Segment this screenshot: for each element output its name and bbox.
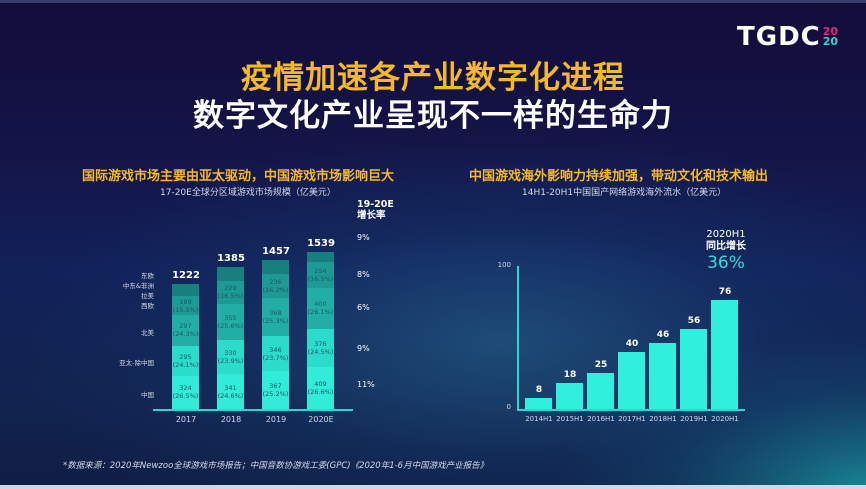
region-label: 东欧 [141, 272, 154, 280]
logo-year-top: 20 [822, 25, 839, 38]
stacked-bar-2018: 229 (16.5%) 355 (25.6%) 330 (23.9%) 341 (24.6%) [217, 267, 244, 409]
x-axis-label: 2017H1 [618, 415, 646, 423]
bar-value-label: 18 [563, 370, 577, 381]
bar-segment: 400 (26.1%) [307, 287, 334, 329]
region-label: 拉美 [141, 292, 154, 300]
region-label: 北美 [141, 329, 154, 337]
right-section-title: 中国游戏海外影响力持续加强，带动文化和技术输出 [469, 169, 769, 184]
bar-value-label: 40 [625, 338, 639, 349]
bar-total-label: 1457 [262, 245, 290, 257]
y-axis-tick: 100 [497, 261, 511, 269]
region-label: 亚太-除中国 [119, 359, 154, 367]
x-axis-label: 2018 [220, 415, 242, 424]
bar-value-label: 25 [594, 360, 608, 371]
bar-segment: 254 (16.5%) [307, 261, 334, 288]
stacked-bar-2020E: 254 (16.5%) 400 (26.1%) 376 (24.5%) 409 (26.6%) [307, 251, 334, 409]
bar-segment: 189 (15.5%) [172, 295, 199, 316]
bar-value-label: 76 [718, 287, 732, 298]
region-label: 中东&非洲 [122, 282, 154, 290]
bar-2014H1 [525, 397, 552, 409]
growth-header-line2: 增长率 [357, 210, 386, 221]
y-axis-tick: 0 [506, 403, 511, 411]
data-source-note: *数据来源：2020年Newzoo全球游戏市场报告；中国音数协游戏工委(GPC)… [63, 461, 489, 471]
logo-year: 20 20 [822, 25, 839, 48]
growth-rate-value: 6% [357, 303, 370, 312]
bar-segment: 297 (24.3%) [172, 315, 199, 346]
bar-total-label: 1539 [307, 237, 335, 249]
left-chart-subtitle: 17-20E全球分区域游戏市场规模（亿美元） [160, 188, 336, 198]
stacked-bar-2019: 236 (16.2%) 368 (25.3%) 346 (23.7%) 367 (25.2%) [262, 259, 289, 409]
x-axis-label: 2018H1 [649, 415, 677, 423]
growth-rate-value: 9% [357, 233, 370, 242]
bar-value-label: 8 [535, 384, 543, 395]
tgdc-logo: TGDC 20 20 [737, 22, 838, 52]
x-axis-label: 2019H1 [680, 415, 708, 423]
growth-rate-value: 9% [357, 344, 370, 353]
right-chart-subtitle: 14H1-20H1中国国产网络游戏海外流水（亿美元） [522, 188, 727, 198]
bar-segment: 295 (24.1%) [172, 345, 199, 376]
left-chart-x-axis [153, 409, 353, 411]
page-title: 疫情加速各产业数字化进程 [241, 60, 625, 96]
annotation-period: 2020H1 [706, 229, 746, 240]
right-chart-x-axis [517, 409, 745, 411]
bar-segment: 324 (26.5%) [172, 375, 199, 409]
bar-2018H1 [649, 343, 676, 409]
bar-segment [262, 259, 289, 275]
bar-segment: 368 (25.3%) [262, 298, 289, 337]
right-chart-y-axis [517, 266, 519, 410]
bar-2017H1 [618, 351, 645, 409]
bar-segment [172, 284, 199, 296]
logo-text: TGDC [737, 22, 821, 52]
annotation-label: 同比增长 [706, 241, 746, 252]
bar-segment: 330 (23.9%) [217, 340, 244, 375]
growth-header-line1: 19-20E [357, 199, 394, 210]
bar-segment: 346 (23.7%) [262, 336, 289, 372]
bar-value-label: 56 [687, 315, 701, 326]
bar-segment [217, 267, 244, 281]
bar-segment: 367 (25.2%) [262, 371, 289, 409]
bar-segment: 341 (24.6%) [217, 374, 244, 409]
x-axis-label: 2017 [175, 415, 197, 424]
logo-year-bottom: 20 [822, 35, 839, 48]
x-axis-label: 2019 [265, 415, 287, 424]
bar-segment: 376 (24.5%) [307, 328, 334, 368]
annotation-value: 36% [707, 253, 745, 273]
bar-total-label: 1385 [217, 253, 245, 265]
bar-segment [307, 251, 334, 262]
bar-segment: 409 (26.6%) [307, 367, 334, 409]
page-subtitle: 数字文化产业呈现不一样的生命力 [193, 98, 673, 134]
x-axis-label: 2015H1 [556, 415, 584, 423]
bar-segment: 236 (16.2%) [262, 274, 289, 299]
bottom-border [0, 485, 866, 489]
x-axis-label: 2020E [308, 415, 334, 424]
bar-total-label: 1222 [172, 270, 200, 281]
stacked-bar-2017: 189 (15.5%) 297 (24.3%) 295 (24.1%) 324 (26.5%) [172, 284, 199, 409]
bar-2020H1 [711, 300, 738, 409]
growth-rate-value: 11% [357, 380, 375, 389]
x-axis-label: 2016H1 [587, 415, 615, 423]
bar-value-label: 46 [656, 330, 670, 341]
growth-rate-value: 8% [357, 270, 370, 279]
bar-2016H1 [587, 373, 614, 409]
top-border [0, 0, 866, 3]
growth-rate-header: 19-20E 增长率 [357, 199, 394, 221]
bar-segment: 355 (25.6%) [217, 304, 244, 341]
region-label: 西欧 [141, 302, 154, 310]
growth-annotation: 2020H1 同比增长 36% [700, 229, 752, 273]
region-label: 中国 [141, 391, 154, 399]
bar-2015H1 [556, 383, 583, 409]
bar-segment: 229 (16.5%) [217, 280, 244, 305]
bar-2019H1 [680, 328, 707, 409]
x-axis-label: 2014H1 [525, 415, 553, 423]
x-axis-label: 2020H1 [711, 415, 739, 423]
left-section-title: 国际游戏市场主要由亚太驱动，中国游戏市场影响巨大 [82, 169, 395, 184]
